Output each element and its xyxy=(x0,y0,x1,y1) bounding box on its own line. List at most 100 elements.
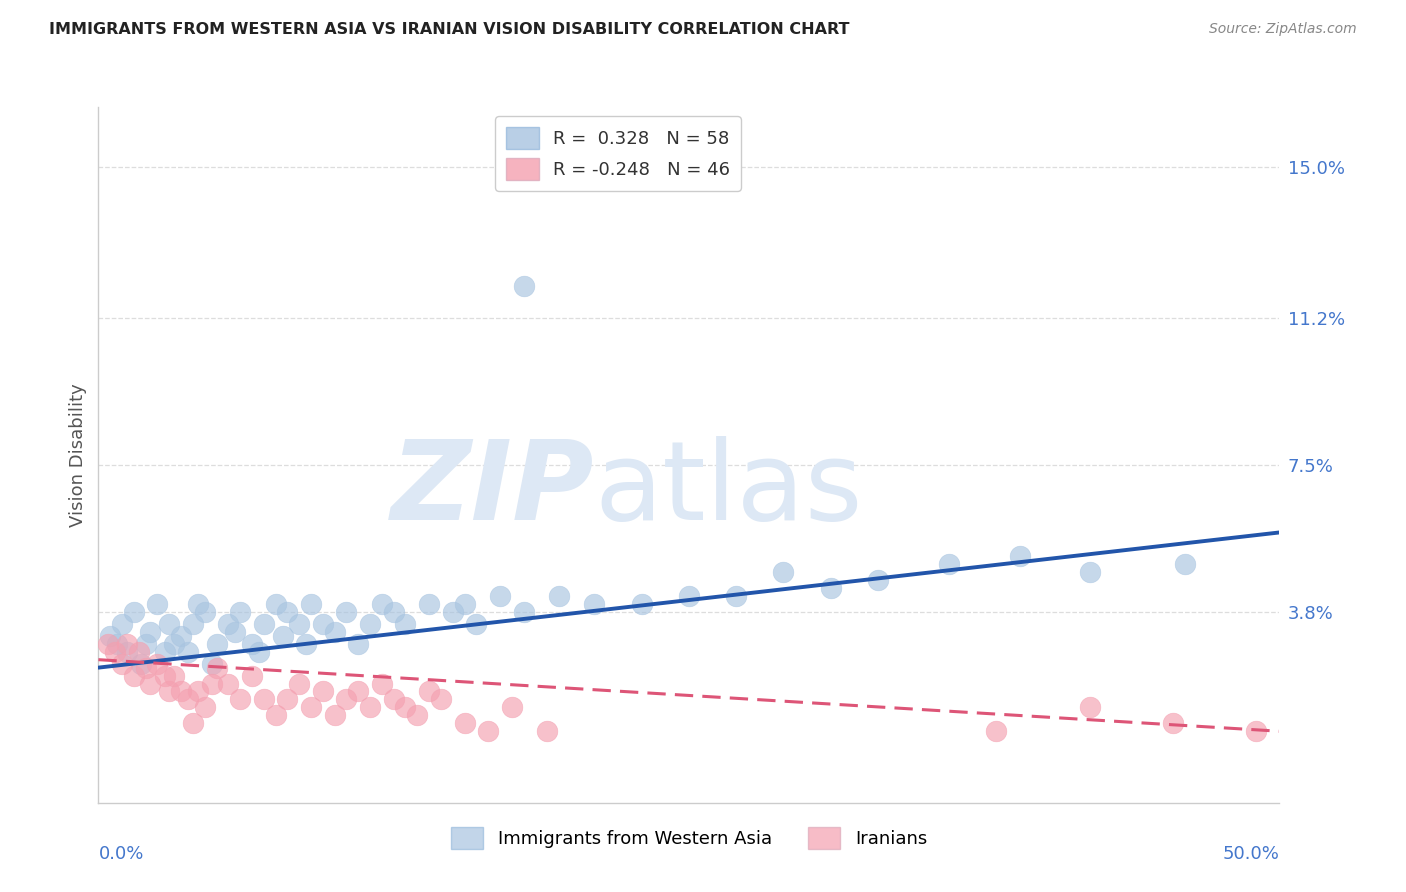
Point xyxy=(1161,716,1184,731)
Point xyxy=(347,637,370,651)
Point xyxy=(264,597,287,611)
Point xyxy=(97,637,120,651)
Point xyxy=(201,657,224,671)
Text: Source: ZipAtlas.com: Source: ZipAtlas.com xyxy=(1209,22,1357,37)
Point xyxy=(276,605,298,619)
Point xyxy=(323,624,346,639)
Point xyxy=(512,605,534,619)
Point xyxy=(153,668,176,682)
Point xyxy=(430,692,453,706)
Point xyxy=(453,597,475,611)
Point xyxy=(153,645,176,659)
Point xyxy=(276,692,298,706)
Point xyxy=(382,605,405,619)
Point xyxy=(1244,724,1267,739)
Point xyxy=(359,700,381,714)
Point xyxy=(135,660,157,674)
Point xyxy=(139,624,162,639)
Point xyxy=(264,708,287,723)
Point xyxy=(630,597,652,611)
Point xyxy=(1080,700,1102,714)
Point xyxy=(253,692,276,706)
Point xyxy=(295,637,318,651)
Point xyxy=(177,692,200,706)
Point xyxy=(382,692,405,706)
Point xyxy=(465,616,488,631)
Point xyxy=(441,605,464,619)
Point xyxy=(122,668,145,682)
Point xyxy=(115,645,138,659)
Point xyxy=(170,629,193,643)
Point xyxy=(194,605,217,619)
Point xyxy=(548,589,571,603)
Point xyxy=(866,573,889,587)
Point xyxy=(181,616,204,631)
Point xyxy=(163,668,186,682)
Text: IMMIGRANTS FROM WESTERN ASIA VS IRANIAN VISION DISABILITY CORRELATION CHART: IMMIGRANTS FROM WESTERN ASIA VS IRANIAN … xyxy=(49,22,849,37)
Point xyxy=(135,637,157,651)
Point xyxy=(224,624,246,639)
Point xyxy=(323,708,346,723)
Text: atlas: atlas xyxy=(595,436,863,543)
Point xyxy=(187,684,209,698)
Point xyxy=(128,645,150,659)
Point xyxy=(359,616,381,631)
Point xyxy=(984,724,1007,739)
Point xyxy=(489,589,512,603)
Point xyxy=(217,676,239,690)
Text: ZIP: ZIP xyxy=(391,436,595,543)
Point xyxy=(115,637,138,651)
Point xyxy=(170,684,193,698)
Point xyxy=(111,616,134,631)
Point xyxy=(247,645,270,659)
Point xyxy=(229,605,252,619)
Point xyxy=(139,676,162,690)
Point xyxy=(394,616,416,631)
Text: 50.0%: 50.0% xyxy=(1223,845,1279,863)
Point xyxy=(146,597,169,611)
Point xyxy=(512,279,534,293)
Point xyxy=(501,700,523,714)
Point xyxy=(187,597,209,611)
Point xyxy=(240,637,263,651)
Point xyxy=(111,657,134,671)
Point xyxy=(299,597,322,611)
Point xyxy=(1174,558,1197,572)
Point xyxy=(129,657,152,671)
Point xyxy=(299,700,322,714)
Point xyxy=(163,637,186,651)
Point xyxy=(157,684,180,698)
Point xyxy=(240,668,263,682)
Point xyxy=(105,637,128,651)
Point xyxy=(371,676,394,690)
Point xyxy=(205,637,228,651)
Point xyxy=(146,657,169,671)
Point xyxy=(217,616,239,631)
Point xyxy=(205,660,228,674)
Point xyxy=(1080,565,1102,579)
Point xyxy=(312,684,335,698)
Point xyxy=(371,597,394,611)
Point xyxy=(347,684,370,698)
Point xyxy=(122,605,145,619)
Point xyxy=(938,558,960,572)
Point xyxy=(288,616,311,631)
Point xyxy=(820,581,842,595)
Point xyxy=(678,589,700,603)
Point xyxy=(177,645,200,659)
Point xyxy=(453,716,475,731)
Point xyxy=(98,629,121,643)
Text: 0.0%: 0.0% xyxy=(98,845,143,863)
Point xyxy=(1008,549,1031,564)
Point xyxy=(229,692,252,706)
Point xyxy=(201,676,224,690)
Point xyxy=(194,700,217,714)
Point xyxy=(725,589,748,603)
Y-axis label: Vision Disability: Vision Disability xyxy=(69,383,87,527)
Point xyxy=(104,645,127,659)
Point xyxy=(583,597,606,611)
Point xyxy=(772,565,794,579)
Point xyxy=(181,716,204,731)
Point xyxy=(288,676,311,690)
Point xyxy=(271,629,294,643)
